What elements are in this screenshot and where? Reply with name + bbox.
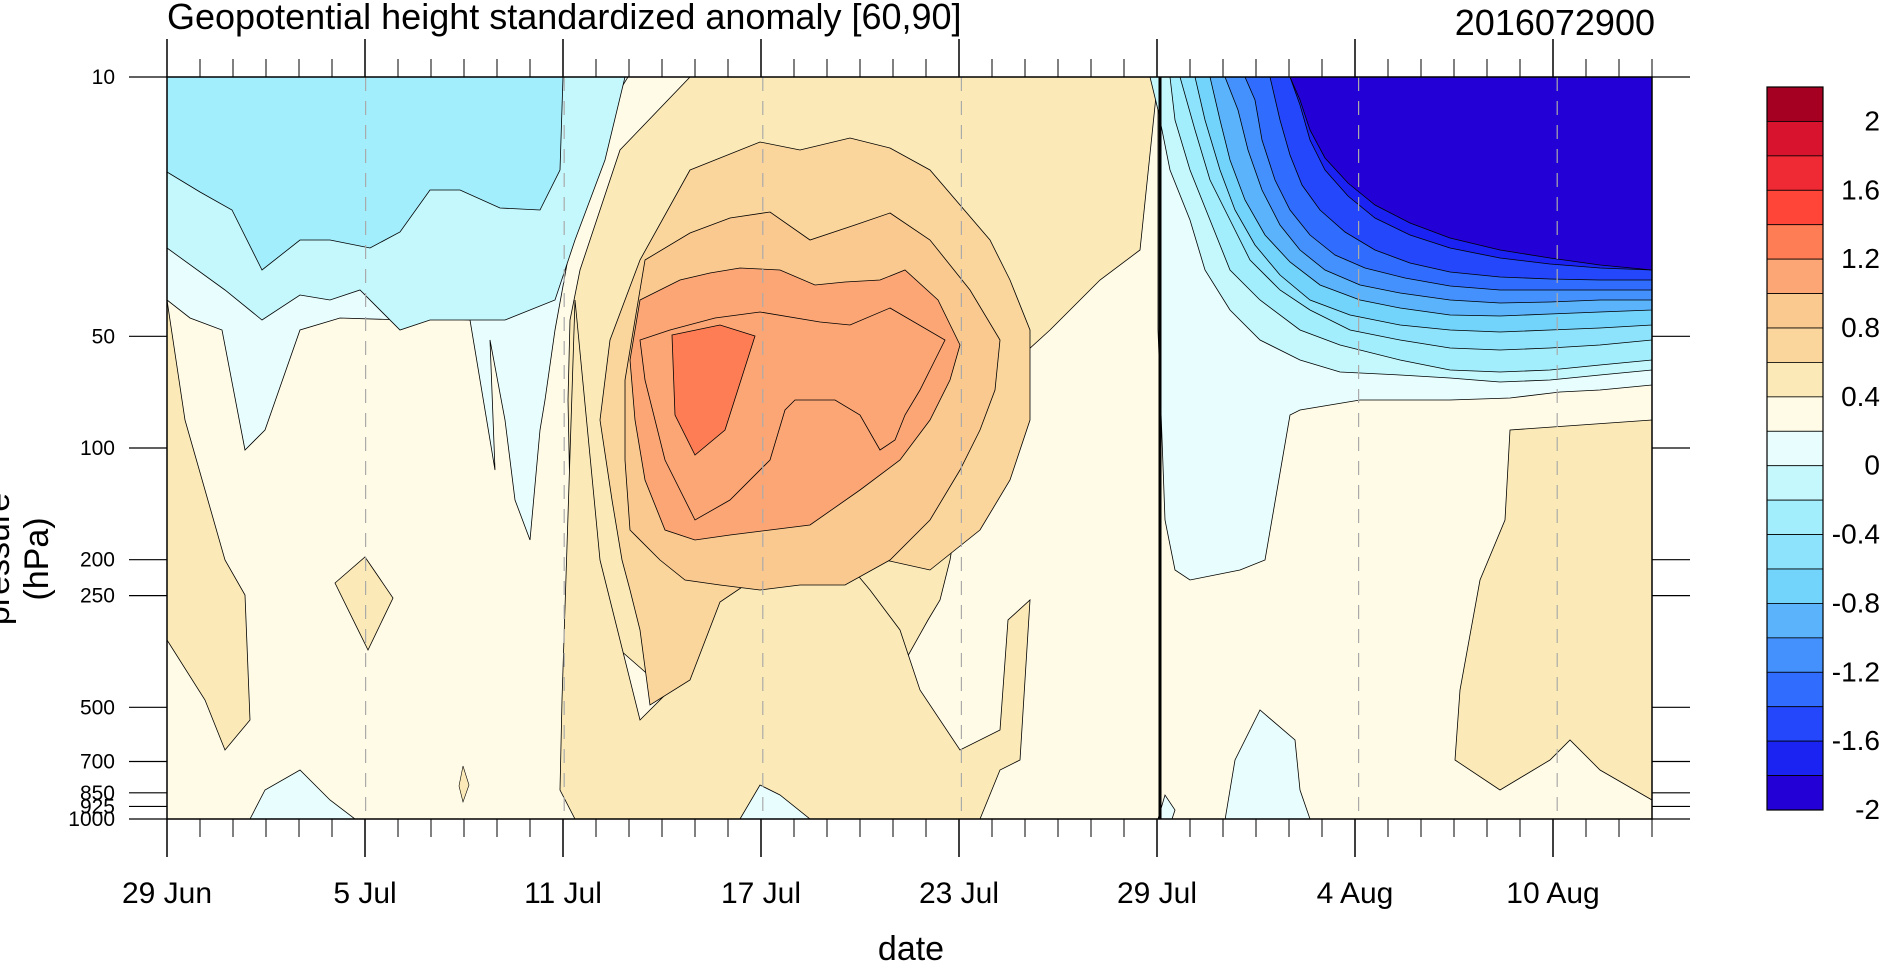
colorbar-swatch <box>1766 362 1824 398</box>
y-tick-label: 850 <box>80 782 115 805</box>
x-tick-label: 10 Aug <box>1506 877 1599 910</box>
y-tick-label: 1000 <box>68 808 115 831</box>
colorbar-swatch <box>1766 740 1824 776</box>
colorbar-swatch <box>1766 327 1824 363</box>
contour-region-0.2-0.4 <box>458 765 470 804</box>
colorbar-label: -0.4 <box>1832 519 1880 550</box>
x-tick-label: 17 Jul <box>721 877 801 910</box>
y-axis-label: pressure (hPa) <box>0 492 56 626</box>
colorbar-swatch <box>1766 637 1824 673</box>
y-tick-label: 700 <box>80 751 115 774</box>
colorbar-label: -1.6 <box>1832 725 1880 756</box>
colorbar-swatch <box>1766 224 1824 260</box>
y-tick-label: 50 <box>92 325 115 348</box>
colorbar-label: 2 <box>1864 105 1880 136</box>
y-tick-label: 10 <box>92 66 115 89</box>
colorbar-label: -2 <box>1855 794 1880 825</box>
contour-region-0-to-neg0.2 <box>1224 709 1311 819</box>
date-gridlines <box>365 77 1558 819</box>
axis-tick-labels: 29 Jun 5 Jul 11 Jul 17 Jul 23 Jul 29 Jul 4 Aug… <box>68 66 1599 910</box>
colorbar-swatch <box>1766 775 1824 811</box>
x-axis-label: date <box>877 930 945 968</box>
contour-region-0.2-0.4 <box>167 299 251 751</box>
colorbar-label: 1.6 <box>1841 174 1880 205</box>
contour-region-below-neg2.0 <box>1289 77 1652 271</box>
colorbar-swatch <box>1766 155 1824 191</box>
colorbar-swatch <box>1766 430 1824 467</box>
chart-date-stamp: 2016072900 <box>1454 2 1655 43</box>
contour-region-0-to-neg0.2 <box>1157 794 1176 819</box>
x-tick-label: 11 Jul <box>524 877 602 910</box>
colorbar-swatch <box>1766 86 1824 122</box>
x-tick-label: 23 Jul <box>919 877 999 910</box>
colorbar-label: 0.4 <box>1841 381 1880 412</box>
x-tick-label: 29 Jun <box>122 877 212 910</box>
y-tick-label: 100 <box>80 437 115 460</box>
contour-fill-layer <box>167 77 1652 819</box>
x-tick-label: 5 Jul <box>333 877 396 910</box>
colorbar-swatch <box>1766 396 1824 432</box>
colorbar-swatch <box>1766 534 1824 570</box>
contour-region-0.2-0.4 <box>1454 419 1652 801</box>
contour-region-0-to-neg0.2 <box>739 784 811 819</box>
y-tick-label: 200 <box>80 549 115 572</box>
colorbar: 2 1.6 1.2 0.8 0.4 0 -0.4 -0.8 -1.2 -1.6 -2 <box>1766 86 1880 825</box>
y-tick-label: 500 <box>80 696 115 719</box>
x-tick-label: 29 Jul <box>1117 877 1197 910</box>
contour-region-1.2-1.4 <box>671 324 756 456</box>
y-tick-label: 250 <box>80 585 115 608</box>
colorbar-label: 1.2 <box>1841 243 1880 274</box>
colorbar-swatch <box>1766 293 1824 329</box>
colorbar-frame <box>1766 86 1824 811</box>
colorbar-swatch <box>1766 258 1824 294</box>
colorbar-label: 0.8 <box>1841 312 1880 343</box>
colorbar-swatch <box>1766 603 1824 639</box>
chart-title: Geopotential height standardized anomaly… <box>167 0 962 37</box>
colorbar-label: 0 <box>1864 450 1880 481</box>
colorbar-swatch <box>1766 465 1824 501</box>
colorbar-swatch <box>1766 499 1824 535</box>
y-tick-label: 925 <box>80 795 115 818</box>
colorbar-swatch <box>1766 189 1824 226</box>
colorbar-label: -0.8 <box>1832 587 1880 618</box>
colorbar-label: -1.2 <box>1832 656 1880 687</box>
contour-region-0-to-neg0.2 <box>249 769 356 819</box>
colorbar-swatch <box>1766 671 1824 708</box>
colorbar-swatch <box>1766 568 1824 604</box>
contour-region-0.2-0.4 <box>334 556 394 651</box>
axis-ticks <box>129 39 1690 857</box>
colorbar-swatch <box>1766 706 1824 742</box>
x-tick-label: 4 Aug <box>1317 877 1394 910</box>
colorbar-swatch <box>1766 121 1824 157</box>
